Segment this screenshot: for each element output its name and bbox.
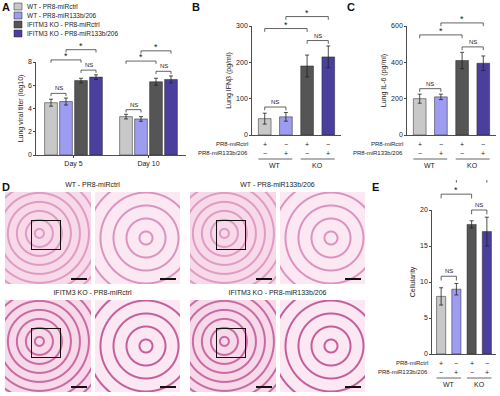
svg-text:Lung IFNβ (pg/ml): Lung IFNβ (pg/ml) xyxy=(225,52,233,109)
svg-text:600: 600 xyxy=(391,22,403,29)
svg-text:Lung viral titer (log10): Lung viral titer (log10) xyxy=(17,75,25,143)
svg-text:WT: WT xyxy=(424,162,436,169)
html-text:A: A xyxy=(2,1,10,13)
svg-text:NS: NS xyxy=(314,33,322,39)
svg-text:Lung IL-6 (pg/ml): Lung IL-6 (pg/ml) xyxy=(380,54,388,107)
svg-text:*: * xyxy=(64,51,68,61)
svg-text:*: * xyxy=(305,8,309,18)
svg-text:KO: KO xyxy=(467,162,478,169)
svg-text:+: + xyxy=(460,141,464,148)
svg-text:0: 0 xyxy=(28,151,32,158)
svg-text:*: * xyxy=(460,14,464,24)
svg-text:+: + xyxy=(418,141,422,148)
svg-text:−: − xyxy=(485,360,489,367)
svg-text:6: 6 xyxy=(28,82,32,89)
svg-text:+: + xyxy=(485,369,489,376)
svg-text:PR8-miR133b/206: PR8-miR133b/206 xyxy=(378,369,428,375)
svg-text:+: + xyxy=(284,150,288,157)
html-text:IFITM3 KO - PR8-miR133b/206: IFITM3 KO - PR8-miR133b/206 xyxy=(228,289,327,296)
svg-text:*: * xyxy=(79,41,83,51)
svg-text:Day 5: Day 5 xyxy=(64,160,82,168)
svg-text:0: 0 xyxy=(424,350,428,357)
svg-text:+: + xyxy=(326,150,330,157)
svg-text:+: + xyxy=(454,369,458,376)
svg-text:WT - PR8-miRctrl: WT - PR8-miRctrl xyxy=(27,3,78,10)
svg-text:PR8-miRctrl: PR8-miRctrl xyxy=(396,360,428,366)
svg-text:−: − xyxy=(439,369,443,376)
html-text:WT - PR8-miR133b/206: WT - PR8-miR133b/206 xyxy=(240,181,315,188)
html-text:C: C xyxy=(347,1,355,13)
svg-text:400: 400 xyxy=(391,59,403,66)
svg-text:−: − xyxy=(470,369,474,376)
svg-text:2: 2 xyxy=(28,128,32,135)
svg-text:0: 0 xyxy=(244,131,248,138)
svg-text:NS: NS xyxy=(271,99,279,105)
svg-text:NS: NS xyxy=(469,39,477,45)
svg-text:4: 4 xyxy=(28,105,32,112)
html-text:WT - PR8-miRctrl: WT - PR8-miRctrl xyxy=(65,181,120,188)
svg-text:NS: NS xyxy=(130,102,138,108)
svg-text:20: 20 xyxy=(420,206,428,213)
svg-text:−: − xyxy=(326,141,330,148)
svg-text:+: + xyxy=(305,141,309,148)
svg-text:−: − xyxy=(284,141,288,148)
svg-text:*: * xyxy=(439,26,443,36)
svg-text:+: + xyxy=(263,141,267,148)
svg-text:0: 0 xyxy=(399,131,403,138)
svg-text:*: * xyxy=(154,42,158,52)
svg-text:−: − xyxy=(439,141,443,148)
svg-text:−: − xyxy=(305,150,309,157)
svg-text:NS: NS xyxy=(426,81,434,87)
svg-text:−: − xyxy=(418,150,422,157)
svg-text:NS: NS xyxy=(160,63,168,69)
svg-text:WT: WT xyxy=(269,162,281,169)
svg-text:NS: NS xyxy=(445,268,453,274)
svg-text:IFITM3 KO - PR8-miR133b/206: IFITM3 KO - PR8-miR133b/206 xyxy=(27,30,118,37)
svg-text:−: − xyxy=(454,360,458,367)
svg-text:*: * xyxy=(284,20,288,30)
svg-text:Cellularity: Cellularity xyxy=(409,266,417,297)
svg-text:WT: WT xyxy=(443,381,455,388)
svg-text:−: − xyxy=(460,150,464,157)
svg-text:*: * xyxy=(139,52,143,62)
svg-text:*: * xyxy=(454,185,458,195)
svg-text:PR8-miR133b/206: PR8-miR133b/206 xyxy=(353,150,403,156)
html-text:B: B xyxy=(192,1,200,13)
svg-text:NS: NS xyxy=(85,62,93,68)
svg-text:NS: NS xyxy=(55,85,63,91)
svg-text:15: 15 xyxy=(420,242,428,249)
svg-text:PR8-miRctrl: PR8-miRctrl xyxy=(371,141,403,147)
svg-text:200: 200 xyxy=(236,59,248,66)
html-text:D: D xyxy=(2,181,10,193)
svg-text:−: − xyxy=(263,150,267,157)
svg-text:NS: NS xyxy=(475,202,483,208)
svg-text:IFITM3 KO - PR8-miRctrl: IFITM3 KO - PR8-miRctrl xyxy=(27,21,100,28)
svg-text:+: + xyxy=(439,150,443,157)
svg-text:+: + xyxy=(439,360,443,367)
svg-text:300: 300 xyxy=(236,22,248,29)
svg-text:Day 10: Day 10 xyxy=(137,160,159,168)
svg-text:8: 8 xyxy=(28,58,32,65)
svg-text:5: 5 xyxy=(424,314,428,321)
svg-text:+: + xyxy=(470,360,474,367)
html-text:E: E xyxy=(372,181,380,193)
svg-text:−: − xyxy=(481,141,485,148)
svg-text:100: 100 xyxy=(236,95,248,102)
svg-text:10: 10 xyxy=(420,278,428,285)
svg-text:PR8-miR133b/206: PR8-miR133b/206 xyxy=(198,150,248,156)
html-text:IFITM3 KO - PR8-miRctrl: IFITM3 KO - PR8-miRctrl xyxy=(53,289,132,296)
svg-text:+: + xyxy=(481,150,485,157)
svg-text:WT - PR8-miR133b/206: WT - PR8-miR133b/206 xyxy=(27,12,97,19)
svg-text:PR8-miRctrl: PR8-miRctrl xyxy=(216,141,248,147)
svg-text:200: 200 xyxy=(391,95,403,102)
svg-text:KO: KO xyxy=(312,162,323,169)
svg-text:KO: KO xyxy=(474,381,485,388)
